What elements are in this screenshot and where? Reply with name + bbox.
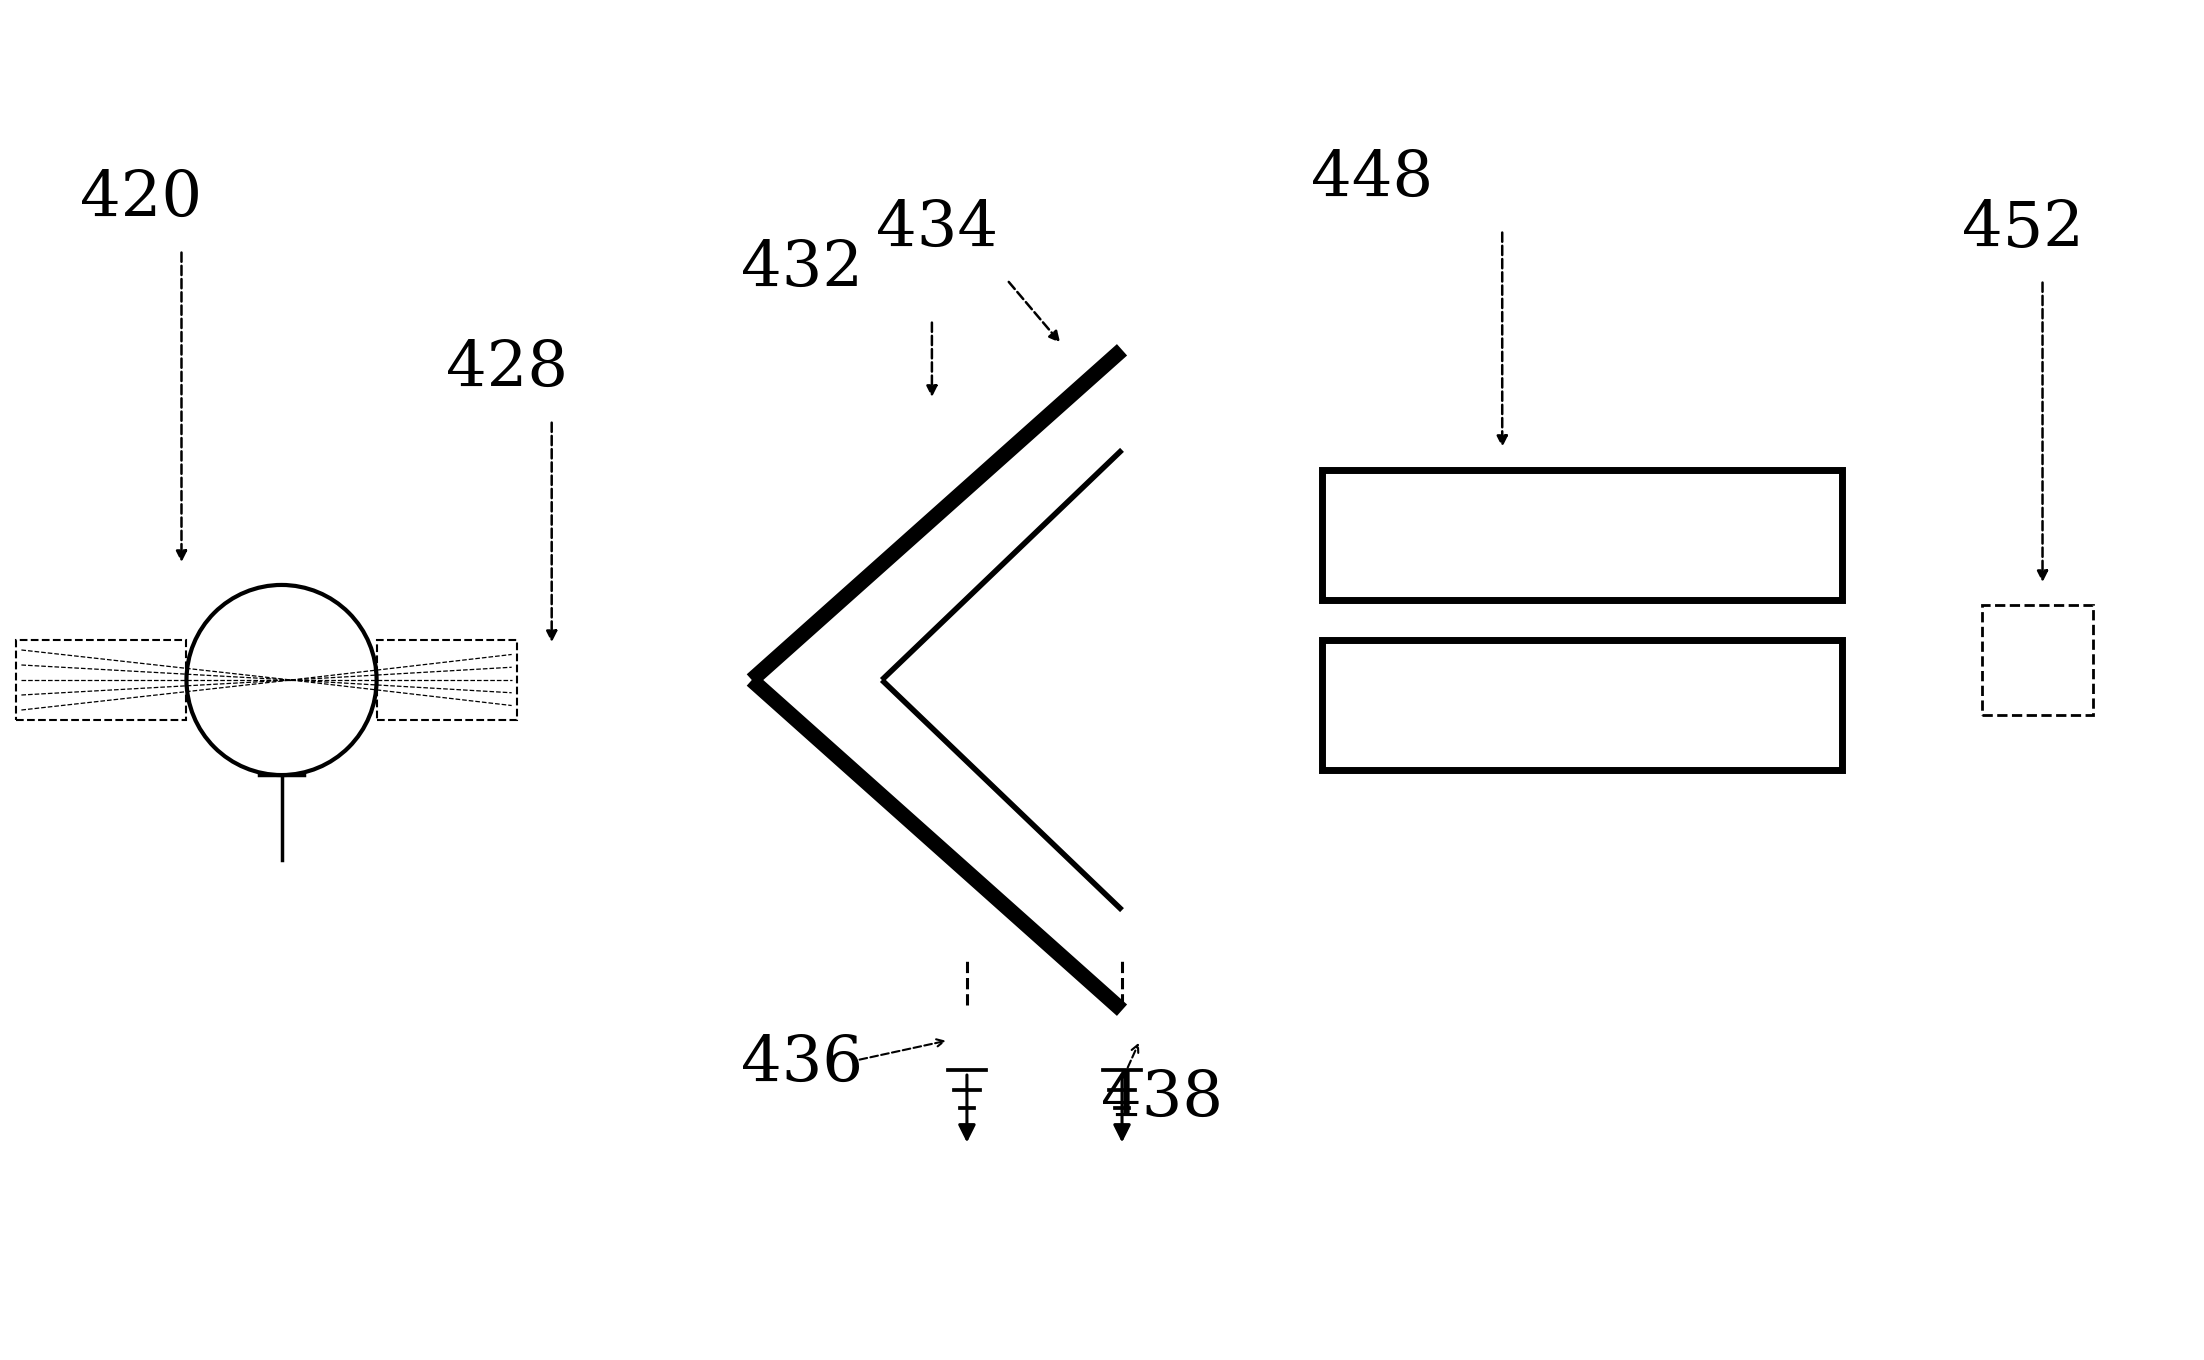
Text: 436: 436 <box>741 1034 862 1095</box>
Text: 420: 420 <box>79 169 203 230</box>
Bar <box>1981 605 2092 715</box>
Text: 432: 432 <box>741 239 862 299</box>
Text: 448: 448 <box>1311 148 1433 209</box>
Bar <box>377 641 516 719</box>
Bar <box>1322 641 1843 770</box>
Text: 452: 452 <box>1962 199 2083 260</box>
Bar <box>15 641 187 719</box>
Text: 434: 434 <box>875 199 998 260</box>
Text: 428: 428 <box>445 339 569 400</box>
Bar <box>1322 471 1843 600</box>
Text: 438: 438 <box>1102 1069 1223 1130</box>
Circle shape <box>187 585 377 775</box>
